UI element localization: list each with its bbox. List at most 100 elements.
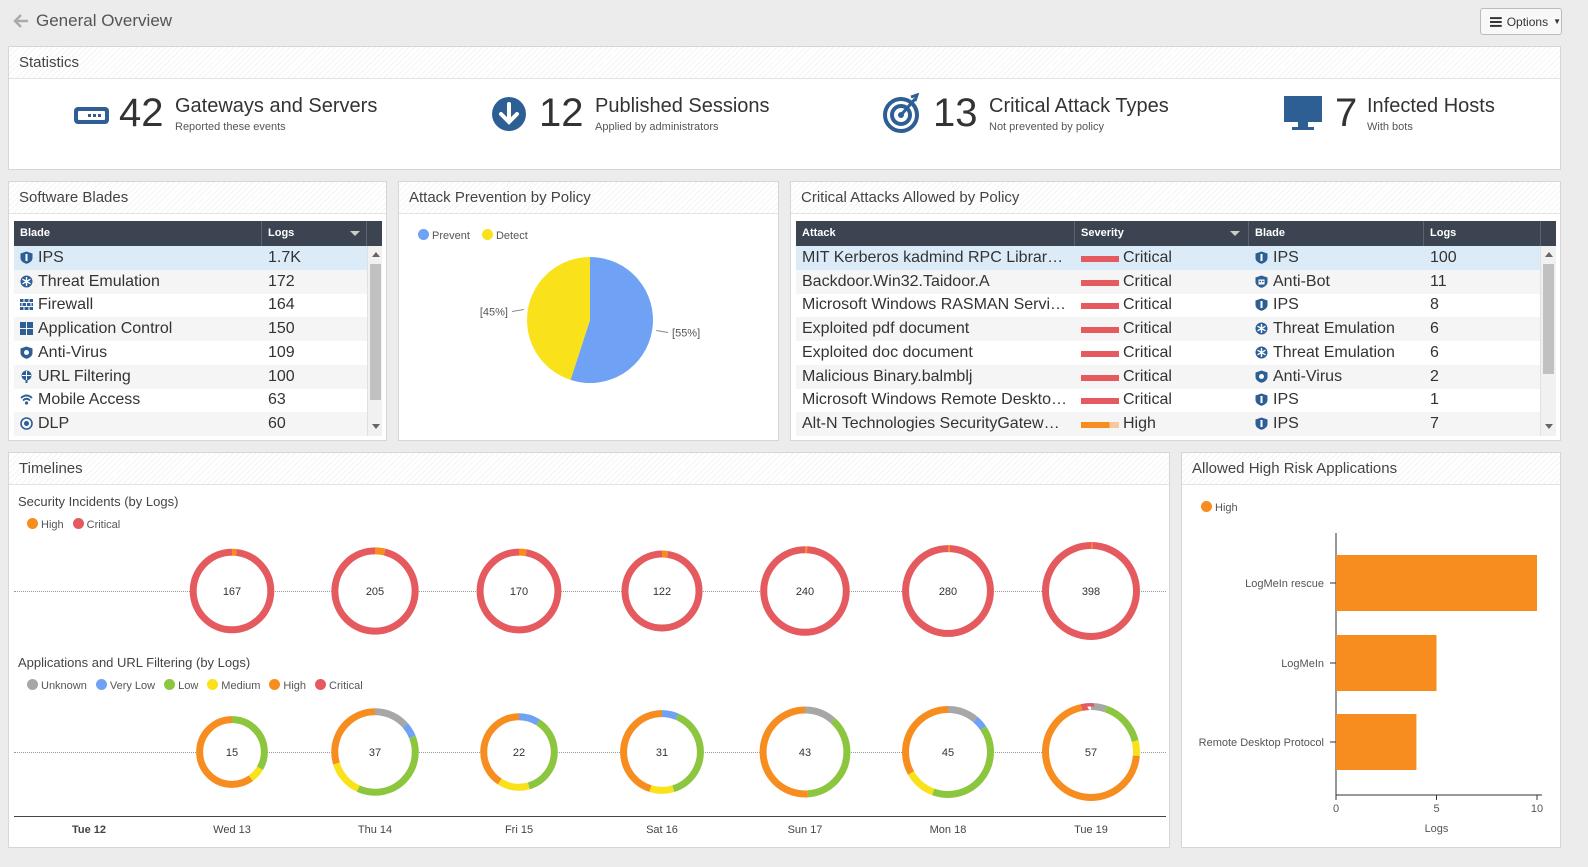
table-row[interactable]: Alt-N Technologies SecurityGateway Usern… <box>796 411 1540 436</box>
column-header-blade[interactable]: Blade <box>14 221 262 246</box>
table-row[interactable]: Anti-Virus 109 <box>14 341 367 365</box>
panel-title: Statistics <box>9 47 1560 79</box>
table-row[interactable]: Exploited doc document Critical Threat E… <box>796 341 1540 365</box>
sort-desc-icon[interactable] <box>350 231 360 236</box>
legend-item-medium[interactable]: Medium <box>207 679 260 692</box>
column-header-logs[interactable]: Logs <box>1424 221 1541 246</box>
x-axis-tick-label: Tue 19 <box>1074 824 1108 836</box>
column-header-attack[interactable]: Attack <box>796 221 1075 246</box>
legend-item-high[interactable]: High <box>269 679 306 692</box>
legend-label: Unknown <box>41 680 87 692</box>
apps-donut[interactable]: 37 <box>331 708 419 796</box>
bar[interactable] <box>1336 714 1417 770</box>
bar[interactable] <box>1336 635 1437 691</box>
back-arrow-icon[interactable] <box>12 12 30 30</box>
legend-dot <box>27 518 38 529</box>
security-donut[interactable]: 398 <box>1042 542 1140 640</box>
apps-donut[interactable]: 31 <box>620 710 704 794</box>
scroll-thumb[interactable] <box>1543 264 1554 374</box>
apps-legend: Unknown Very Low Low Medium High Critical <box>27 679 372 692</box>
legend-item-prevent[interactable]: Prevent <box>418 229 470 242</box>
stat-sub: Reported these events <box>175 121 286 133</box>
logs-cell: 7 <box>1430 414 1439 432</box>
legend-item-critical[interactable]: Critical <box>72 518 120 531</box>
severity-bar <box>1081 350 1119 357</box>
security-donut[interactable]: 122 <box>621 550 703 632</box>
legend-dot <box>481 229 493 240</box>
legend-dot <box>95 679 107 690</box>
table-row[interactable]: Threat Emulation 172 <box>14 269 367 294</box>
table-row[interactable]: DLP 60 <box>14 411 367 436</box>
table-row[interactable]: URL Filtering 100 <box>14 364 367 389</box>
table-row[interactable]: MIT Kerberos kadmind RPC Library RPCSEC_… <box>796 246 1540 270</box>
donut-segment <box>759 706 851 798</box>
legend-item-very-low[interactable]: Very Low <box>95 679 155 692</box>
donut-segment <box>196 716 268 788</box>
donut-segment <box>760 546 850 636</box>
security-donut[interactable]: 205 <box>331 547 419 635</box>
legend-item-low[interactable]: Low <box>164 679 198 692</box>
donut-total: 170 <box>510 586 528 598</box>
donut-segment <box>620 710 704 794</box>
blade-name: DLP <box>38 414 70 432</box>
pie-slice-detect[interactable] <box>527 257 590 380</box>
legend-item-critical[interactable]: Critical <box>315 679 363 692</box>
attacks-table-body: MIT Kerberos kadmind RPC Library RPCSEC_… <box>796 246 1540 436</box>
x-tick-label: 0 <box>1333 803 1339 815</box>
blade-name: Threat Emulation <box>1273 320 1395 338</box>
scroll-down-icon[interactable] <box>372 424 380 429</box>
table-row[interactable]: Microsoft Windows Remote Desktop Protoco… <box>796 388 1540 412</box>
blade-cell: IPS <box>1255 293 1420 317</box>
security-donut[interactable]: 170 <box>476 548 562 634</box>
apps-donut[interactable]: 45 <box>902 706 994 798</box>
scroll-up-icon[interactable] <box>372 252 380 257</box>
bar-legend: High <box>1201 501 1247 514</box>
logs-cell: 1 <box>1430 391 1439 409</box>
legend-item-high[interactable]: High <box>27 518 64 531</box>
attacks-scrollbar[interactable] <box>1540 246 1556 436</box>
severity-label: High <box>1123 414 1156 432</box>
table-row[interactable]: IPS 1.7K <box>14 246 367 270</box>
apps-donut[interactable]: 22 <box>480 713 558 791</box>
donut-segment <box>331 708 419 796</box>
scroll-up-icon[interactable] <box>1545 252 1553 257</box>
legend-item-unknown[interactable]: Unknown <box>27 679 87 692</box>
y-tick-label: Remote Desktop Protocol <box>1199 737 1324 749</box>
column-header-logs[interactable]: Logs <box>262 221 367 246</box>
scroll-down-icon[interactable] <box>1545 424 1553 429</box>
column-header-blade[interactable]: Blade <box>1249 221 1424 246</box>
apps-donut[interactable]: 57 <box>1042 703 1140 801</box>
pie-slice-label: [55%] <box>672 327 700 339</box>
legend-item-detect[interactable]: Detect <box>481 229 528 242</box>
table-row[interactable]: Mobile Access 63 <box>14 388 367 412</box>
donut-segment <box>902 545 994 637</box>
donut-total: 280 <box>939 586 957 598</box>
apps-donut[interactable]: 15 <box>196 716 268 788</box>
sort-desc-icon[interactable] <box>1230 231 1240 236</box>
blade-cell: Threat Emulation <box>20 270 260 294</box>
table-row[interactable]: Backdoor.Win32.Taidoor.A Critical Anti-B… <box>796 269 1540 294</box>
table-row[interactable]: Exploited pdf document Critical Threat E… <box>796 317 1540 342</box>
donut-segment <box>480 713 558 791</box>
options-button[interactable]: Options ▼ <box>1480 8 1562 35</box>
blades-scrollbar[interactable] <box>367 246 382 436</box>
table-row[interactable]: Application Control 150 <box>14 317 367 342</box>
pie-slice-prevent[interactable] <box>570 257 653 383</box>
anti-virus-icon <box>1255 370 1268 383</box>
options-label: Options <box>1506 14 1549 29</box>
security-donut[interactable]: 280 <box>902 545 994 637</box>
security-donut[interactable]: 240 <box>760 546 850 636</box>
scroll-thumb[interactable] <box>370 264 381 400</box>
table-row[interactable]: Microsoft Windows RASMAN Service Memory … <box>796 293 1540 317</box>
severity-cell: Critical <box>1081 317 1241 341</box>
table-row[interactable]: Malicious Binary.balmblj Critical Anti-V… <box>796 364 1540 389</box>
table-row[interactable]: Firewall 164 <box>14 293 367 317</box>
security-donut[interactable]: 167 <box>189 548 275 634</box>
statistics-panel: Statistics 42 Gateways and Servers Repor… <box>8 46 1561 170</box>
column-header-severity[interactable]: Severity <box>1075 221 1249 246</box>
timeline-donuts: 167 205 170 122 240 280 398 15 37 22 31 43 45 57 <box>189 542 1140 801</box>
bar[interactable] <box>1336 555 1537 611</box>
apps-donut[interactable]: 43 <box>759 706 851 798</box>
page-title: General Overview <box>36 11 173 30</box>
legend-item-high[interactable]: High <box>1201 501 1238 514</box>
